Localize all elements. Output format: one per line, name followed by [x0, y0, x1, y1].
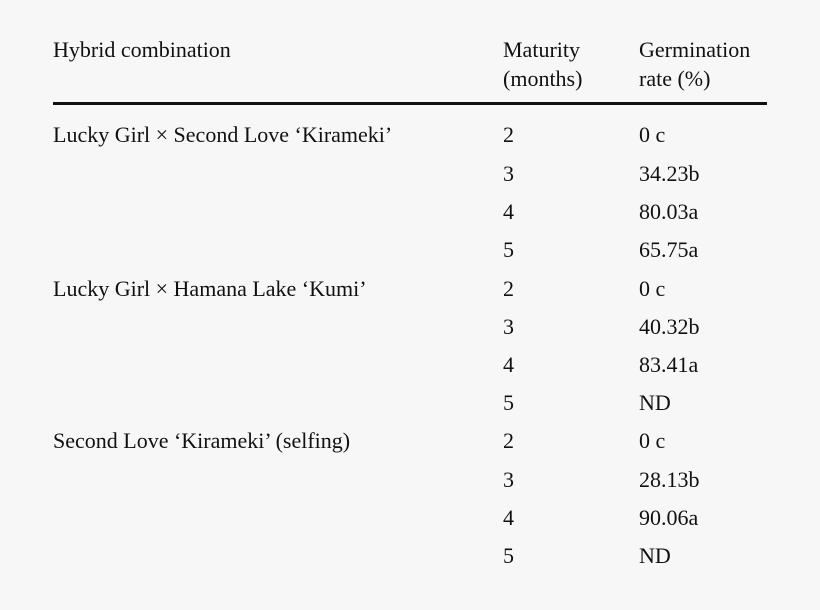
table-row-hybrid: Second Love ‘Kirameki’ (selfing)	[53, 428, 351, 453]
header-germination-unit: rate (%)	[639, 66, 711, 91]
table-row-hybrid: Lucky Girl × Hamana Lake ‘Kumi’	[53, 276, 367, 301]
table-row-rate: 0 c	[639, 428, 666, 453]
table-row-maturity: 4	[503, 505, 514, 530]
table-row-rate: 90.06a	[639, 505, 699, 530]
table-row-maturity: 5	[503, 237, 514, 262]
header-hybrid-combination: Hybrid combination	[53, 37, 231, 62]
table-row-rate: ND	[639, 543, 671, 568]
header-rule	[53, 102, 767, 105]
table-row-rate: ND	[639, 390, 671, 415]
table-row-maturity: 5	[503, 543, 514, 568]
header-maturity: Maturity	[503, 37, 580, 62]
header-maturity-unit: (months)	[503, 66, 583, 91]
table-row-rate: 80.03a	[639, 199, 699, 224]
table-row-maturity: 4	[503, 352, 514, 377]
table-row-rate: 34.23b	[639, 161, 700, 186]
table-row-rate: 0 c	[639, 122, 666, 147]
table-row-maturity: 4	[503, 199, 514, 224]
header-germination: Germination	[639, 37, 751, 62]
table-row-maturity: 2	[503, 276, 514, 301]
table-row-rate: 83.41a	[639, 352, 699, 377]
table-row-rate: 40.32b	[639, 314, 700, 339]
table-row-rate: 0 c	[639, 276, 666, 301]
table-row-maturity: 3	[503, 161, 514, 186]
table-row-maturity: 2	[503, 428, 514, 453]
table-row-maturity: 5	[503, 390, 514, 415]
table-row-rate: 28.13b	[639, 467, 700, 492]
table-row-hybrid: Lucky Girl × Second Love ‘Kirameki’	[53, 122, 393, 147]
table-row-maturity: 2	[503, 122, 514, 147]
table-row-maturity: 3	[503, 314, 514, 339]
table-row-maturity: 3	[503, 467, 514, 492]
table-row-rate: 65.75a	[639, 237, 699, 262]
